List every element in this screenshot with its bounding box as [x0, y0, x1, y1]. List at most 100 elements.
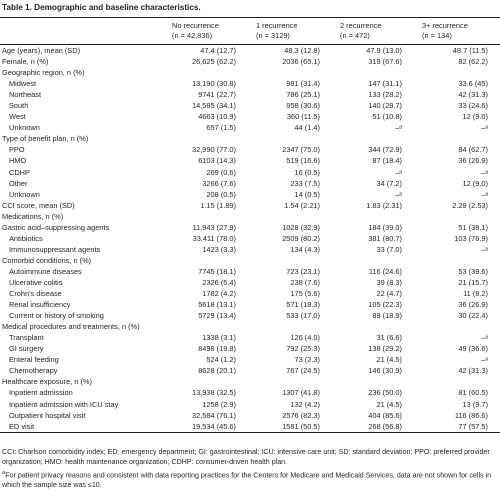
data-row: GI surgery 8498 (19.8) 792 (25.3) 138 (29.2… — [0, 343, 500, 354]
data-row: Female, n (%) 26,625 (62.2) 2036 (65.1) 319… — [0, 56, 500, 67]
cell: 3266 (7.6) — [202, 178, 236, 188]
header-line: 2 recurrence — [340, 21, 382, 30]
cell: 32,584 (76.1) — [192, 410, 236, 420]
data-row: Autoimmune diseases 7745 (18.1) 723 (23.1)… — [0, 266, 500, 277]
row-label: Type of benefit plan, n (%) — [2, 134, 89, 144]
header-line: (n = 472) — [340, 30, 370, 40]
data-row: West 4663 (10.9) 360 (11.5) 51 (10.8) 12 (9.… — [0, 111, 500, 122]
header-line: No recurrence — [172, 21, 219, 30]
cell: 138 (29.2) — [368, 344, 402, 354]
cell: 11 (8.2) — [463, 289, 488, 299]
cell: 26,625 (62.2) — [192, 57, 236, 67]
section-row: Medications, n (%) — [0, 211, 500, 222]
footnotes: CCI: Charlson comorbidity index; ED: eme… — [2, 448, 496, 493]
row-label: Ulcerative colitis — [9, 278, 63, 287]
row-label: Comorbid conditions, n (%) — [2, 255, 92, 265]
cell: 1.54 (2.21) — [284, 200, 320, 210]
cell: 33 (7.0) — [376, 244, 402, 254]
cell: 105 (22.3) — [368, 300, 402, 310]
cell: 47.4 (12.7) — [200, 46, 236, 56]
cell: 175 (5.6) — [290, 289, 320, 299]
cell: 13,938 (32.5) — [192, 388, 236, 398]
cell: 12 (9.0) — [462, 112, 488, 122]
cell: 147 (31.1) — [368, 79, 402, 89]
cell: 13,190 (30.8) — [192, 79, 236, 89]
cell: 958 (30.6) — [286, 101, 320, 111]
row-label: Medical procedures and treatments, n (%) — [2, 322, 140, 332]
data-row: Chemotherapy 8628 (20.1) 767 (24.5) 146 (30… — [0, 365, 500, 376]
data-row: Northeast 9741 (22.7) 786 (25.1) 133 (28.2)… — [0, 89, 500, 100]
data-row: Outpatient hospital visit 32,584 (76.1) 25… — [0, 410, 500, 421]
abbreviations: CCI: Charlson comorbidity index; ED: eme… — [2, 448, 490, 466]
cell: 49 (36.6) — [458, 344, 488, 354]
row-label: Healthcare exposure, n (%) — [2, 377, 92, 387]
cell: 42 (31.3) — [458, 366, 488, 376]
cell: 21 (4.5) — [376, 399, 402, 409]
cell: 1.83 (2.31) — [366, 200, 402, 210]
data-row: Enteral feeding 524 (1.2) 73 (2.3) 21 (4.5)… — [0, 354, 500, 365]
cell: 2036 (65.1) — [282, 57, 320, 67]
data-row: Immunosuppressant agents 1423 (3.3) 134 (4… — [0, 244, 500, 255]
cell: 134 (4.3) — [290, 244, 320, 254]
data-row: Transplant 1338 (3.1) 126 (4.0) 31 (6.6) –ᵃ — [0, 332, 500, 343]
cell: 792 (25.3) — [286, 344, 320, 354]
cell: 31 (6.6) — [376, 333, 402, 343]
data-row: Age (years), mean (SD) 47.4 (12.7) 48.3 (1… — [0, 45, 500, 57]
cell: 12 (9.0) — [462, 178, 488, 188]
cell: 30 (22.4) — [458, 311, 488, 321]
data-row: Inpatient admission 13,938 (32.5) 1307 (41… — [0, 387, 500, 398]
cell: 1423 (3.3) — [202, 244, 236, 254]
cell: 1782 (4.2) — [202, 289, 236, 299]
cell: –ᵃ — [395, 167, 402, 177]
row-label: Medications, n (%) — [2, 211, 64, 221]
header-line: (n = 3129) — [256, 30, 290, 40]
cell: 47.9 (13.0) — [366, 46, 402, 56]
cell: –ᵃ — [481, 244, 488, 254]
data-row: Unknown 208 (0.5) 14 (0.5) –ᵃ –ᵃ — [0, 189, 500, 200]
cell: 73 (2.3) — [294, 355, 320, 365]
cell: –ᵃ — [481, 123, 488, 133]
row-label: Inpatient admission — [9, 388, 73, 398]
cell: 89 (18.9) — [372, 311, 402, 321]
cell: –ᵃ — [481, 355, 488, 365]
cell: 2347 (75.0) — [282, 145, 320, 155]
table-body: Age (years), mean (SD) 47.4 (12.7) 48.3 (1… — [0, 45, 500, 433]
row-label: South — [9, 101, 29, 111]
row-label: GI surgery — [9, 344, 44, 354]
cell: 81 (60.5) — [458, 388, 488, 398]
row-label: Chemotherapy — [9, 366, 58, 376]
cell: 14,585 (34.1) — [192, 101, 236, 111]
data-row: Midwest 13,190 (30.8) 981 (31.4) 147 (31.1)… — [0, 78, 500, 89]
header-line: (n = 42,836) — [172, 30, 213, 40]
cell: 2.29 (2.53) — [452, 200, 488, 210]
data-row: Inpatient admission with ICU stay 1258 (2… — [0, 399, 500, 410]
cell: 1028 (32.9) — [282, 222, 320, 232]
cell: 19,534 (45.6) — [164, 420, 248, 433]
cell: 42 (31.3) — [458, 90, 488, 100]
data-row: CCI score, mean (SD) 1.15 (1.89) 1.54 (2.2… — [0, 200, 500, 211]
row-label: Unknown — [9, 123, 40, 133]
cell: 132 (4.2) — [290, 399, 320, 409]
row-label: Renal insufficiency — [9, 300, 71, 310]
cell: 360 (11.5) — [286, 112, 320, 122]
cell: 82 (62.2) — [458, 57, 488, 67]
row-label: Northeast — [9, 90, 42, 100]
header-cell — [0, 17, 164, 45]
header-cell: 2 recurrence (n = 472) — [332, 17, 414, 45]
cell: 533 (17.0) — [286, 311, 320, 321]
cell: 981 (31.4) — [286, 79, 320, 89]
row-label: Current or history of smoking — [9, 311, 104, 321]
data-row: PPO 32,990 (77.0) 2347 (75.0) 344 (72.9) 84 … — [0, 144, 500, 155]
section-row: Geographic region, n (%) — [0, 67, 500, 78]
section-row: Medical procedures and treatments, n (%) — [0, 321, 500, 332]
cell: 32,990 (77.0) — [192, 145, 236, 155]
cell: 519 (16.6) — [286, 156, 320, 166]
data-row: Crohn's disease 1782 (4.2) 175 (5.6) 22 (4.… — [0, 288, 500, 299]
cell: 236 (50.0) — [368, 388, 402, 398]
cell: 8498 (19.8) — [198, 344, 236, 354]
cell: –ᵃ — [481, 167, 488, 177]
cell: 146 (30.9) — [368, 366, 402, 376]
cell: 1.15 (1.89) — [200, 200, 236, 210]
row-label: West — [9, 112, 26, 122]
